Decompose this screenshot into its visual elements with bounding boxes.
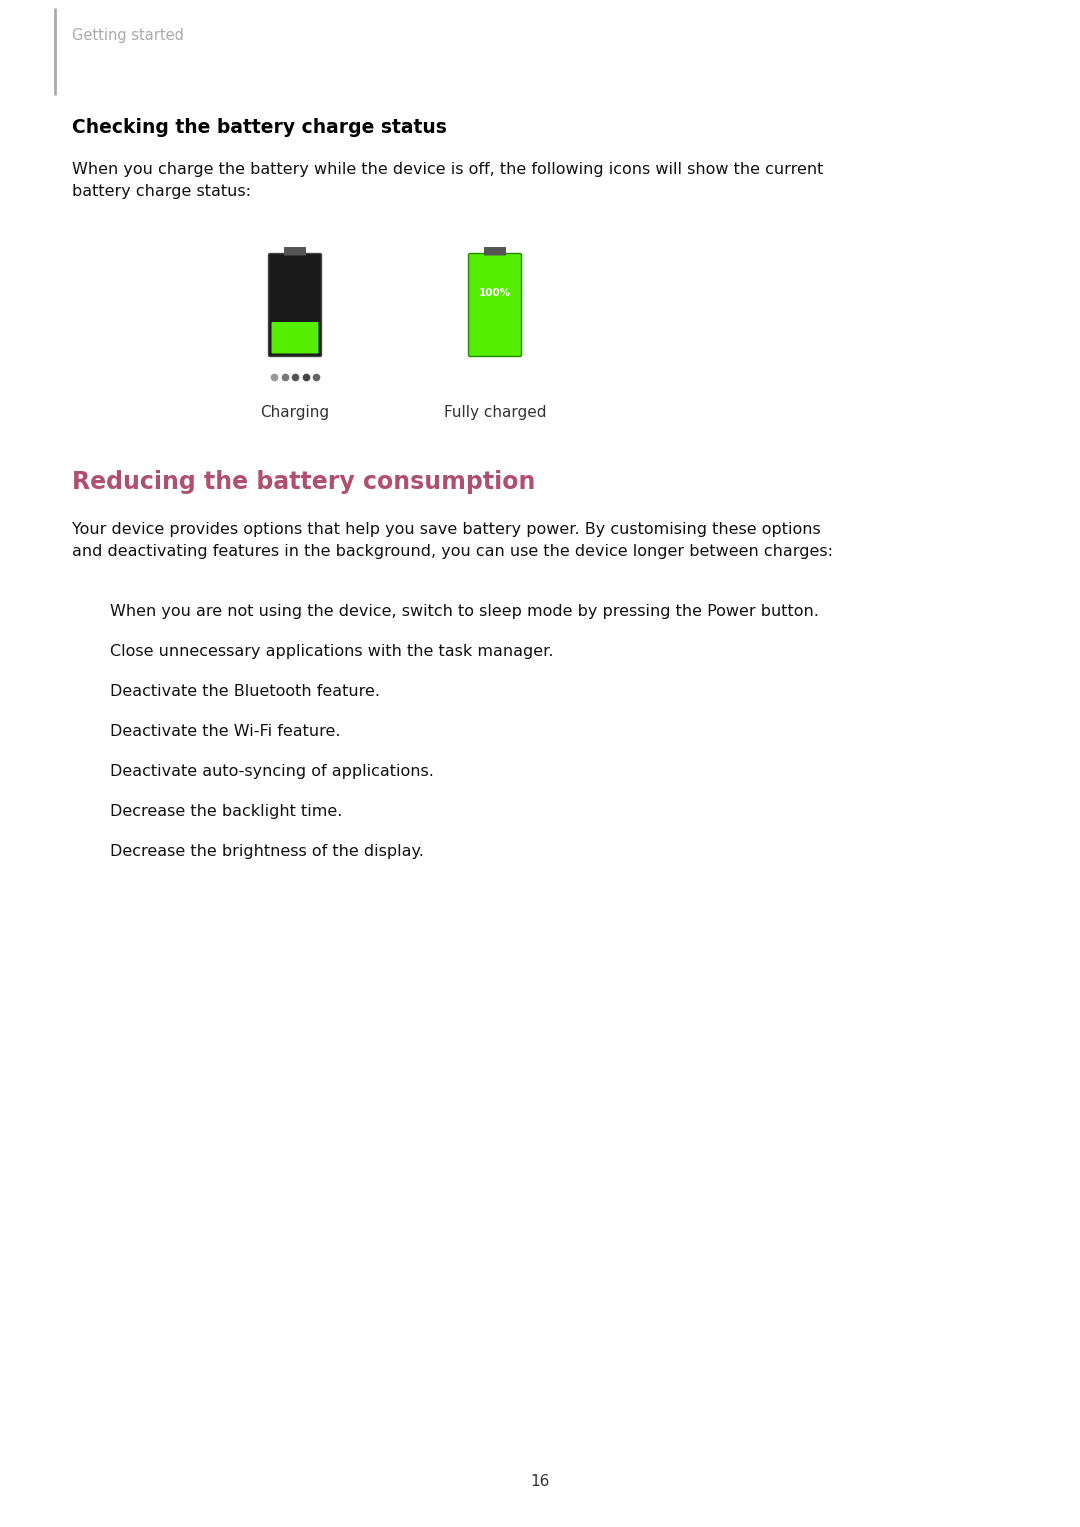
Text: Decrease the brightness of the display.: Decrease the brightness of the display.	[110, 844, 423, 860]
FancyBboxPatch shape	[484, 247, 507, 255]
Text: Deactivate the Bluetooth feature.: Deactivate the Bluetooth feature.	[110, 684, 380, 699]
Text: Your device provides options that help you save battery power. By customising th: Your device provides options that help y…	[72, 522, 833, 559]
Text: Getting started: Getting started	[72, 27, 184, 43]
Text: Checking the battery charge status: Checking the battery charge status	[72, 118, 447, 137]
Text: Charging: Charging	[260, 405, 329, 420]
Text: Close unnecessary applications with the task manager.: Close unnecessary applications with the …	[110, 644, 554, 660]
Text: When you charge the battery while the device is off, the following icons will sh: When you charge the battery while the de…	[72, 162, 823, 199]
FancyBboxPatch shape	[269, 253, 322, 356]
Text: Reducing the battery consumption: Reducing the battery consumption	[72, 470, 536, 495]
Text: Fully charged: Fully charged	[444, 405, 546, 420]
Text: Deactivate auto-syncing of applications.: Deactivate auto-syncing of applications.	[110, 764, 434, 779]
Text: 100%: 100%	[478, 289, 511, 298]
Text: Deactivate the Wi-Fi feature.: Deactivate the Wi-Fi feature.	[110, 724, 340, 739]
FancyBboxPatch shape	[271, 322, 319, 353]
Text: Decrease the backlight time.: Decrease the backlight time.	[110, 805, 342, 818]
FancyBboxPatch shape	[284, 247, 306, 255]
Text: 16: 16	[530, 1474, 550, 1489]
Text: When you are not using the device, switch to sleep mode by pressing the Power bu: When you are not using the device, switc…	[110, 605, 819, 618]
FancyBboxPatch shape	[469, 253, 522, 356]
